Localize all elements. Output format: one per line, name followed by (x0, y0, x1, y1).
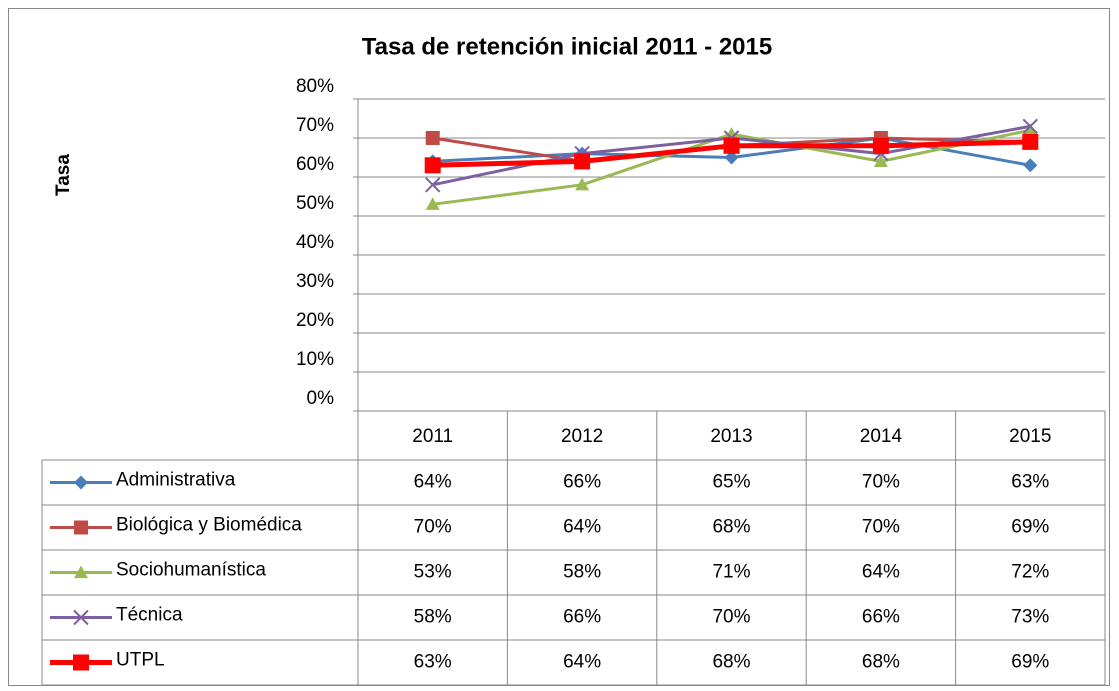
table-value: 66% (563, 607, 601, 628)
marker (873, 154, 888, 167)
x-tick-label: 2013 (710, 426, 752, 447)
marker (424, 177, 441, 193)
table-value: 58% (563, 562, 601, 583)
chart-title: Tasa de retención inicial 2011 - 2015 (362, 33, 772, 60)
marker (574, 153, 591, 170)
legend-label: UTPL (116, 650, 165, 671)
table-value: 70% (414, 517, 452, 538)
table-value: 70% (862, 472, 900, 493)
marker (73, 654, 89, 671)
table-value: 71% (712, 562, 750, 583)
x-tick-label: 2012 (561, 426, 603, 447)
x-tick-label: 2014 (860, 426, 903, 447)
marker (1022, 133, 1039, 150)
table-value: 72% (1011, 562, 1049, 583)
marker (74, 520, 88, 535)
y-tick-label: 80% (296, 76, 334, 97)
table-value: 66% (862, 607, 900, 628)
table-value: 65% (712, 472, 750, 493)
table-value: 73% (1011, 607, 1049, 628)
table-value: 70% (712, 607, 750, 628)
table-value: 64% (563, 652, 601, 673)
y-axis-label: Tasa (53, 154, 74, 196)
legend-label: Sociohumanística (116, 560, 266, 581)
table-value: 58% (414, 607, 452, 628)
marker (424, 157, 441, 174)
table-value: 63% (414, 652, 452, 673)
table-value: 64% (563, 517, 601, 538)
table-value: 70% (862, 517, 900, 538)
marker (425, 131, 440, 145)
table-value: 53% (414, 562, 452, 583)
table-value: 69% (1011, 517, 1049, 538)
table-value: 68% (712, 652, 750, 673)
marker (872, 137, 889, 154)
marker (724, 127, 739, 140)
legend-label: Administrativa (116, 470, 236, 491)
y-tick-label: 40% (296, 232, 334, 253)
marker (1023, 158, 1038, 173)
y-tick-label: 50% (296, 193, 334, 214)
marker (723, 137, 740, 154)
table-value: 64% (414, 472, 452, 493)
y-tick-label: 30% (296, 271, 334, 292)
y-tick-label: 20% (296, 310, 334, 331)
table-value: 66% (563, 472, 601, 493)
marker (1022, 118, 1039, 135)
marker (1023, 123, 1038, 136)
table-value: 68% (862, 652, 900, 673)
marker (425, 197, 440, 210)
table-value: 64% (862, 562, 900, 583)
marker (73, 609, 89, 626)
legend-label: Biológica y Biomédica (116, 515, 302, 536)
marker (74, 565, 88, 579)
marker (74, 475, 88, 490)
table-value: 69% (1011, 652, 1049, 673)
x-tick-label: 2011 (412, 426, 453, 447)
y-tick-label: 60% (296, 154, 334, 175)
y-tick-label: 10% (296, 349, 334, 370)
table-value: 63% (1011, 472, 1049, 493)
chart-border (8, 8, 1110, 686)
marker (575, 177, 590, 191)
table-value: 68% (712, 517, 750, 538)
marker (724, 150, 739, 165)
x-tick-label: 2015 (1009, 426, 1051, 447)
y-tick-label: 70% (296, 115, 334, 136)
y-tick-label: 0% (307, 388, 335, 409)
legend-label: Técnica (116, 605, 183, 626)
